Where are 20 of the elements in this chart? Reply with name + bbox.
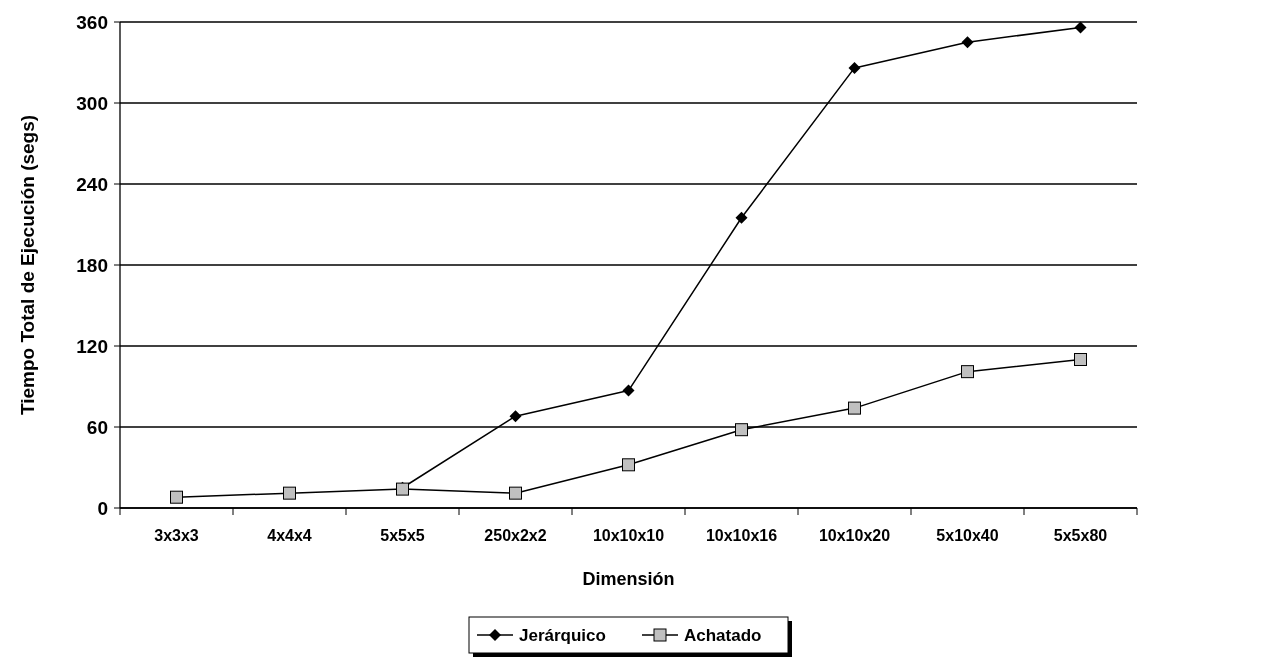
y-tick-label: 300 — [76, 92, 108, 114]
legend-label: Achatado — [684, 625, 762, 645]
x-tick-label: 5x10x40 — [936, 527, 999, 544]
y-tick-label: 120 — [76, 335, 108, 357]
x-tick-label: 4x4x4 — [267, 527, 312, 544]
y-tick-label: 60 — [86, 416, 108, 438]
y-tick-label: 360 — [76, 11, 108, 33]
y-tick-label: 180 — [76, 254, 108, 276]
y-tick-label: 0 — [97, 497, 108, 519]
x-tick-label: 3x3x3 — [154, 527, 199, 544]
y-axis-title: Tiempo Total de Ejecución (segs) — [17, 114, 38, 416]
y-tick-label: 240 — [76, 173, 108, 195]
legend-label: Jerárquico — [519, 625, 606, 645]
x-tick-label: 10x10x20 — [818, 527, 891, 544]
x-tick-label: 10x10x10 — [592, 527, 665, 544]
x-tick-label: 10x10x16 — [705, 527, 778, 544]
x-tick-label: 5x5x80 — [1053, 527, 1108, 544]
x-axis-title: Dimensión — [582, 569, 675, 589]
x-tick-label: 250x2x2 — [484, 527, 547, 544]
x-tick-label: 5x5x5 — [380, 527, 425, 544]
